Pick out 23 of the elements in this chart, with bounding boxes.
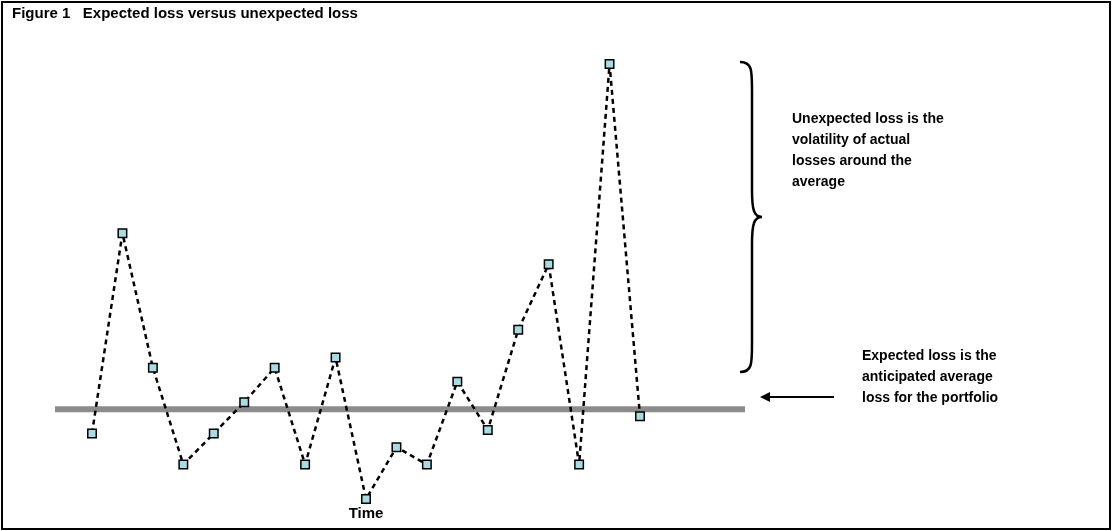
point (208, 428, 219, 439)
text: Expected loss is the anticipated average loss for the portfolio (862, 346, 1000, 407)
point (147, 362, 158, 373)
point (421, 459, 432, 470)
point (482, 424, 493, 435)
x-axis-title: Time (348, 504, 384, 522)
chart-title: Figure 1 Expected loss versus unexpected loss (12, 4, 358, 21)
point (117, 228, 128, 239)
point (269, 362, 280, 373)
point (452, 376, 463, 387)
point (178, 459, 189, 470)
point (543, 259, 554, 270)
text: Unexpected loss is the volatility of actual losses around the average (792, 109, 945, 191)
point (239, 397, 250, 408)
point (330, 352, 341, 363)
point (391, 442, 402, 453)
point (604, 59, 615, 69)
point (513, 324, 524, 335)
point (635, 411, 645, 422)
point (574, 459, 585, 470)
point (87, 428, 97, 439)
point (361, 494, 371, 504)
point (300, 459, 311, 470)
